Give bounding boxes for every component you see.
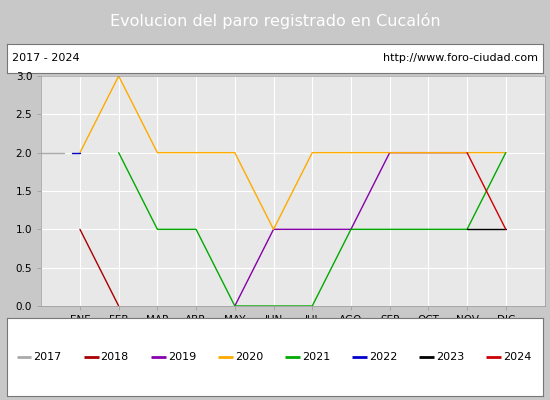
Text: 2022: 2022 <box>369 352 397 362</box>
Text: 2024: 2024 <box>503 352 531 362</box>
Text: http://www.foro-ciudad.com: http://www.foro-ciudad.com <box>383 54 538 64</box>
Text: 2023: 2023 <box>436 352 464 362</box>
Text: 2017 - 2024: 2017 - 2024 <box>12 54 80 64</box>
Text: 2018: 2018 <box>101 352 129 362</box>
Text: 2019: 2019 <box>168 352 196 362</box>
Text: 2021: 2021 <box>302 352 330 362</box>
Text: Evolucion del paro registrado en Cucalón: Evolucion del paro registrado en Cucalón <box>109 13 441 29</box>
Text: 2017: 2017 <box>34 352 62 362</box>
Text: 2020: 2020 <box>235 352 263 362</box>
